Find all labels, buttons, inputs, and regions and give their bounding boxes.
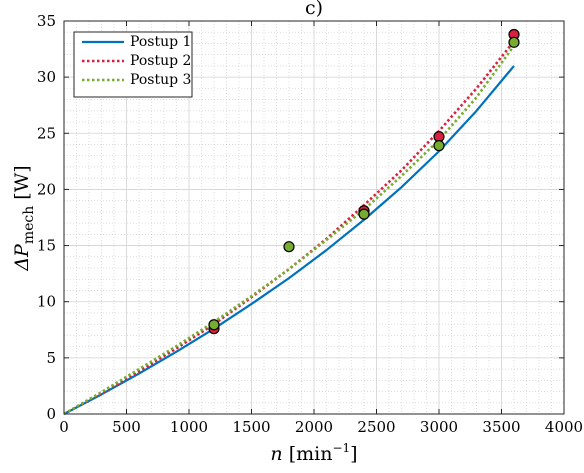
y-tick-label: 35 [37, 12, 56, 30]
marker-point-2 [358, 208, 370, 220]
x-axis-label-variable: n [270, 443, 282, 465]
marker-points [208, 28, 520, 335]
y-tick-label: 5 [46, 349, 56, 367]
x-tick-label: 2500 [357, 418, 395, 436]
series-line-1 [63, 65, 515, 415]
marker-point-2 [283, 241, 295, 253]
y-axis-label-symbol: ΔP [11, 243, 33, 272]
legend-label-2: Postup 2 [130, 53, 191, 69]
x-axis-label-unit: [min [283, 443, 333, 465]
y-axis-label-unit: [W] [11, 165, 33, 205]
x-tick-label: 3000 [420, 418, 458, 436]
y-axis-label-subscript: mech [21, 206, 37, 244]
x-axis-label-close: ] [350, 443, 357, 465]
chart-title: c) [305, 0, 323, 19]
x-axis-label: n [min−1] [270, 441, 357, 465]
legend: Postup 1 Postup 2 Postup 3 [73, 31, 193, 98]
axis-ticks [63, 20, 565, 415]
x-tick-label: 0 [59, 418, 69, 436]
x-tick-labels: 0 500 1000 1500 2000 2500 3000 3500 4000 [59, 418, 583, 436]
marker-point-2 [433, 140, 445, 152]
x-tick-label: 1500 [232, 418, 270, 436]
x-tick-label: 3500 [482, 418, 520, 436]
y-tick-label: 0 [46, 405, 56, 423]
legend-label-3: Postup 3 [130, 72, 191, 88]
y-tick-labels: 0 5 10 15 20 25 30 35 [37, 12, 56, 423]
y-tick-label: 10 [37, 293, 56, 311]
series-line-2 [63, 40, 516, 416]
y-tick-label: 15 [37, 237, 56, 255]
y-axis-label: ΔPmech [W] [11, 165, 37, 271]
y-tick-label: 20 [37, 180, 56, 198]
y-tick-label: 25 [37, 124, 56, 142]
marker-point-2 [508, 36, 520, 48]
x-tick-label: 1000 [170, 418, 208, 436]
x-tick-label: 500 [112, 418, 141, 436]
legend-label-1: Postup 1 [130, 34, 191, 50]
y-tick-label: 30 [37, 68, 56, 86]
major-grid [63, 20, 565, 415]
x-axis-label-exponent: −1 [332, 441, 350, 455]
marker-point-2 [208, 319, 220, 331]
x-tick-label: 4000 [545, 418, 583, 436]
x-tick-label: 2000 [295, 418, 333, 436]
